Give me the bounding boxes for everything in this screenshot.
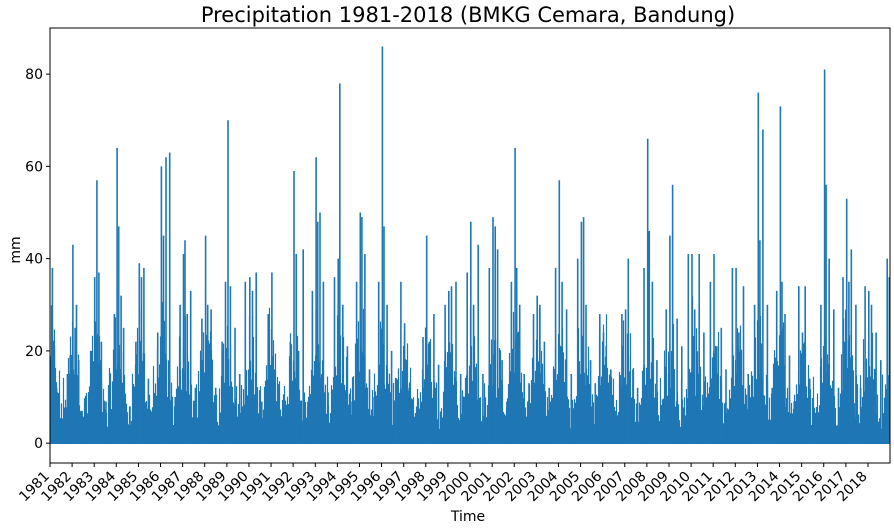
y-tick-label: 20: [25, 344, 43, 360]
plot-area: [49, 27, 891, 464]
y-tick-label: 80: [25, 67, 43, 83]
y-axis-label: mm: [8, 236, 24, 263]
series-peaks: [50, 46, 890, 444]
x-axis: 1981198219831984198519861987198819891990…: [16, 463, 871, 505]
series-marks: [50, 46, 890, 444]
chart-title: Precipitation 1981-2018 (BMKG Cemara, Ba…: [201, 3, 735, 27]
y-axis: 0 20 40 60 80: [25, 67, 50, 452]
x-axis-label: Time: [450, 509, 485, 525]
y-tick-label: 60: [25, 159, 43, 175]
y-tick-label: 40: [25, 252, 43, 268]
y-tick-label: 0: [34, 436, 43, 452]
